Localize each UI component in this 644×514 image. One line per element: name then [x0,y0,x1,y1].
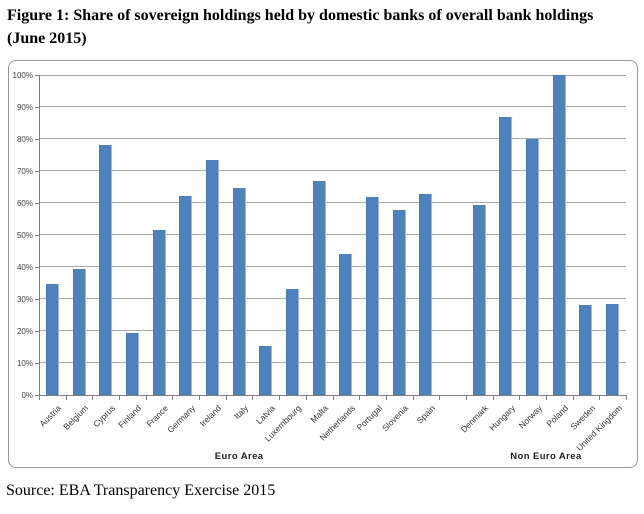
bar-italy [232,187,246,395]
x-tick-5 [172,396,174,400]
bar-malta [312,181,326,395]
y-label-100: 100% [12,71,33,80]
x-tick-9 [279,396,281,400]
x-tick-21 [599,396,601,400]
x-tick-2 [92,396,94,400]
y-tick-80 [35,139,39,140]
bar-luxembourg [285,288,299,395]
y-label-30: 30% [16,295,33,304]
gridline-50 [40,234,626,235]
x-tick-1 [65,396,67,400]
group-label-non-euro-area: Non Euro Area [510,451,582,462]
bar-belgium [72,268,86,395]
bar-germany [179,195,193,395]
gridline-10 [40,362,626,363]
gridline-70 [40,170,626,171]
gridline-20 [40,330,626,331]
gridline-90 [40,106,626,107]
x-tick-19 [545,396,547,400]
x-tick-3 [119,396,121,400]
y-label-60: 60% [16,199,33,208]
bar-ireland [205,159,219,395]
y-tick-10 [35,363,39,364]
y-tick-50 [35,235,39,236]
x-tick-10 [305,396,307,400]
x-tick-14 [412,396,414,400]
x-tick-8 [252,396,254,400]
x-tick-7 [225,396,227,400]
gridline-60 [40,202,626,203]
bar-finland [125,333,139,395]
x-tick-0 [39,396,40,400]
figure-title: Figure 1: Share of sovereign holdings he… [7,4,639,50]
y-label-0: 0% [21,391,33,400]
x-tick-13 [385,396,387,400]
bar-denmark [472,204,486,395]
y-tick-90 [35,107,39,108]
y-tick-40 [35,267,39,268]
bar-austria [45,283,59,395]
y-label-90: 90% [16,103,33,112]
bar-netherlands [339,254,353,395]
bar-latvia [259,346,273,395]
bar-france [152,230,166,395]
y-label-50: 50% [16,231,33,240]
bar-slovenia [392,210,406,395]
x-tick-17 [492,396,494,400]
y-tick-60 [35,203,39,204]
bar-poland [552,75,566,395]
gridline-30 [40,298,626,299]
y-tick-70 [35,171,39,172]
gridline-100 [40,75,626,76]
bar-spain [419,193,433,395]
x-tick-16 [465,396,467,400]
x-tick-18 [519,396,521,400]
y-tick-30 [35,299,39,300]
bar-portugal [366,196,380,395]
x-tick-15 [439,396,441,400]
y-label-80: 80% [16,135,33,144]
bar-united-kingdom [606,304,620,395]
source-note: Source: EBA Transparency Exercise 2015 [6,482,276,499]
gridline-80 [40,138,626,139]
gridline-40 [40,266,626,267]
x-tick-20 [572,396,574,400]
y-label-70: 70% [16,167,33,176]
x-tick-11 [332,396,334,400]
x-tick-12 [359,396,361,400]
y-label-20: 20% [16,327,33,336]
plot-area [39,75,627,396]
x-tick-4 [145,396,147,400]
y-tick-20 [35,331,39,332]
y-label-10: 10% [16,359,33,368]
bar-chart: 0% 10% 20% 30% 40% 50% 60% 70% 80% 90% 100% Austria… [8,60,638,468]
x-tick-6 [199,396,201,400]
figure-title-line1: Figure 1: Share of sovereign holdings he… [7,7,594,24]
bar-sweden [579,305,593,395]
figure-title-line2: (June 2015) [7,30,87,47]
y-label-40: 40% [16,263,33,272]
x-tick-22 [626,396,627,400]
group-label-euro-area: Euro Area [214,451,264,462]
bar-cyprus [99,145,113,395]
bar-norway [526,139,540,395]
y-tick-100 [35,75,39,76]
bar-hungary [499,117,513,395]
y-tick-0 [35,395,39,396]
